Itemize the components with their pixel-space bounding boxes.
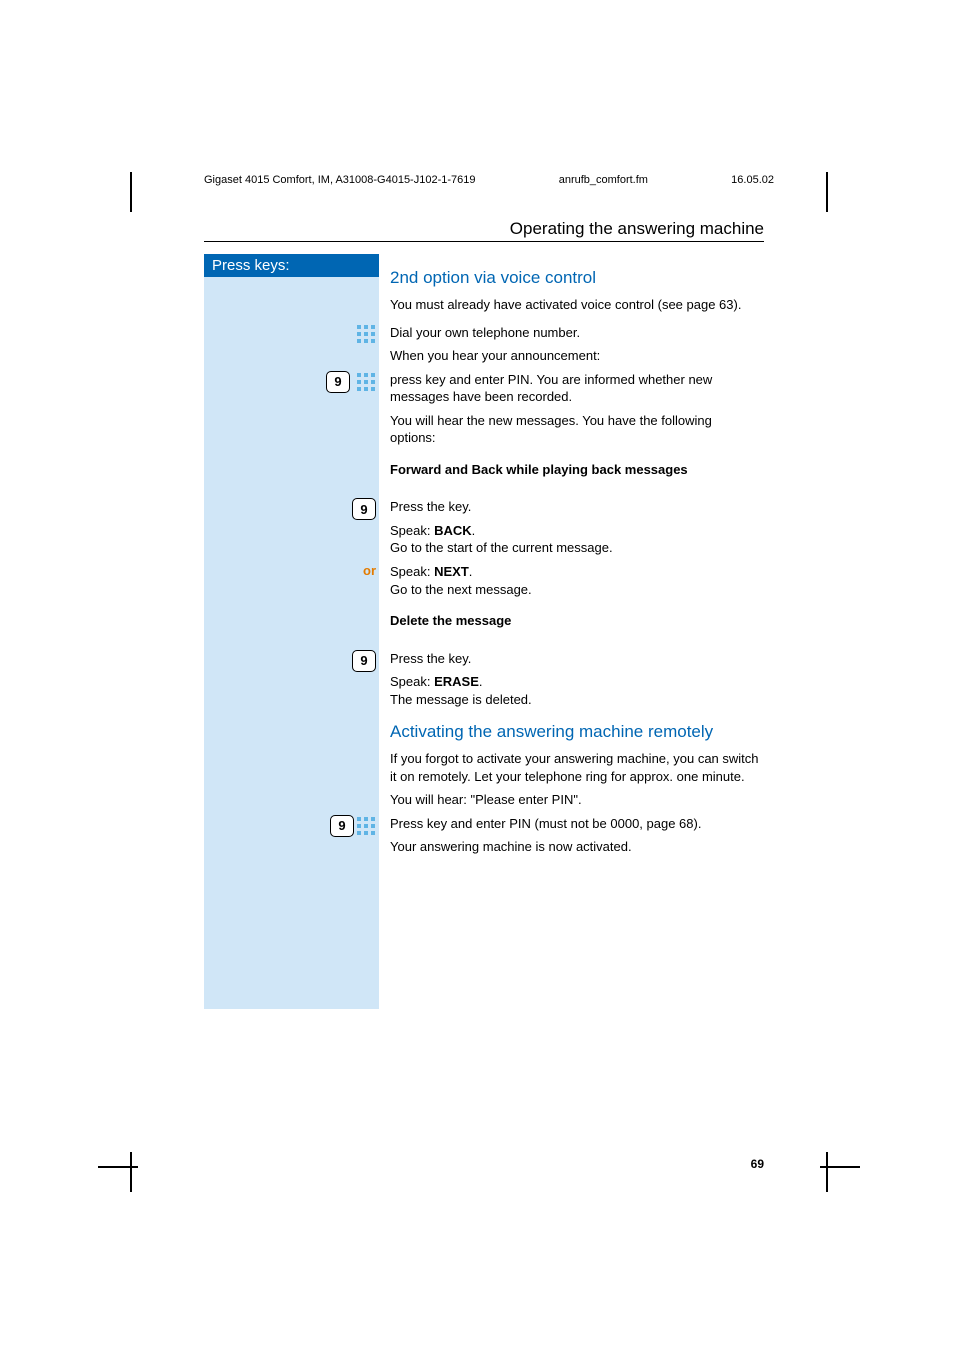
- label-speak: Speak:: [390, 564, 434, 579]
- text-remote-done: Your answering machine is now activated.: [390, 838, 760, 856]
- crop-mark: [826, 1152, 828, 1192]
- word-next: NEXT: [434, 564, 469, 579]
- desc-next: Go to the next message.: [390, 582, 532, 597]
- doc-ref: Gigaset 4015 Comfort, IM, A31008-G4015-J…: [204, 174, 476, 186]
- key-9-button: 9: [352, 498, 376, 520]
- content-area: 2nd option via voice control You must al…: [390, 254, 760, 862]
- page-number: 69: [751, 1157, 764, 1171]
- text-speak-next: Speak: NEXT. Go to the next message.: [390, 563, 760, 598]
- horizontal-rule: [204, 241, 764, 242]
- text-remote-intro: If you forgot to activate your answering…: [390, 750, 760, 785]
- text-hear-announcement: When you hear your announcement:: [390, 347, 760, 365]
- key-column-bg: [204, 254, 379, 1009]
- text-speak-erase: Speak: ERASE. The message is deleted.: [390, 673, 760, 708]
- key-9-button: 9: [326, 371, 350, 393]
- text-voice-intro: You must already have activated voice co…: [390, 296, 760, 314]
- crop-mark: [130, 1152, 132, 1192]
- heading-remote: Activating the answering machine remotel…: [390, 722, 760, 742]
- press-keys-label: Press keys:: [204, 254, 379, 277]
- word-back: BACK: [434, 523, 472, 538]
- desc-erase: The message is deleted.: [390, 692, 532, 707]
- header-line: Gigaset 4015 Comfort, IM, A31008-G4015-J…: [204, 174, 774, 186]
- key-9-button: 9: [352, 650, 376, 672]
- doc-file: anrufb_comfort.fm: [559, 174, 648, 186]
- heading-forward-back: Forward and Back while playing back mess…: [390, 461, 760, 479]
- text-remote-press: Press key and enter PIN (must not be 000…: [390, 815, 760, 833]
- key-9-button: 9: [330, 815, 354, 837]
- text-press-key2: Press the key.: [390, 650, 760, 668]
- text-speak-back: Speak: BACK. Go to the start of the curr…: [390, 522, 760, 557]
- or-label: or: [363, 563, 376, 578]
- heading-voice-control: 2nd option via voice control: [390, 268, 760, 288]
- text-hear-new: You will hear the new messages. You have…: [390, 412, 760, 447]
- heading-delete: Delete the message: [390, 612, 760, 630]
- text-dial-own: Dial your own telephone number.: [390, 324, 760, 342]
- section-title: Operating the answering machine: [510, 219, 764, 239]
- doc-date: 16.05.02: [731, 174, 774, 186]
- desc-back: Go to the start of the current message.: [390, 540, 613, 555]
- label-speak: Speak:: [390, 523, 434, 538]
- crop-mark: [826, 172, 828, 212]
- crop-mark: [820, 1166, 860, 1168]
- label-speak: Speak:: [390, 674, 434, 689]
- text-press-key1: Press the key.: [390, 498, 760, 516]
- keypad-icon: [356, 816, 376, 836]
- text-remote-hear: You will hear: "Please enter PIN".: [390, 791, 760, 809]
- crop-mark: [98, 1166, 138, 1168]
- keypad-icon: [356, 324, 376, 344]
- text-press-pin: press key and enter PIN. You are informe…: [390, 371, 760, 406]
- crop-mark: [130, 172, 132, 212]
- word-erase: ERASE: [434, 674, 479, 689]
- keypad-icon: [356, 372, 376, 392]
